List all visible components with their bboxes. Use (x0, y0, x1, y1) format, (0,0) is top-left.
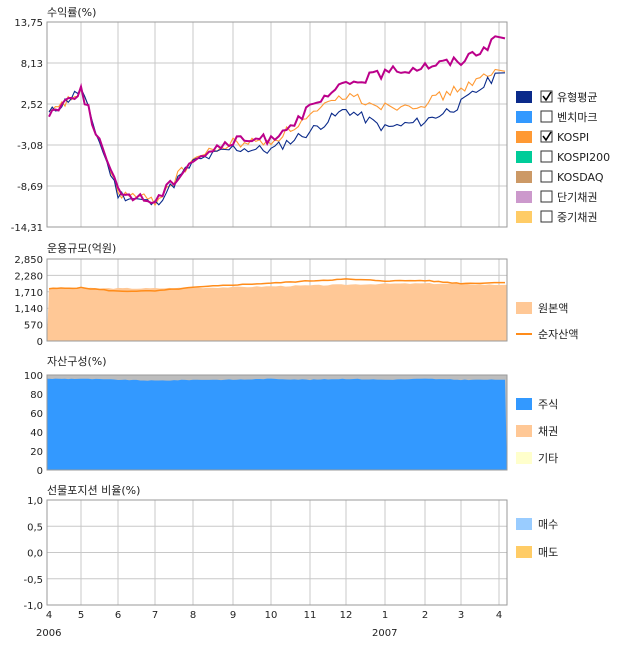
fut-ytick-label: 0,5 (27, 522, 43, 533)
legend-checkbox[interactable] (540, 130, 553, 143)
legend-swatch (516, 518, 532, 530)
legend-swatch (516, 211, 532, 223)
legend-checkbox[interactable] (540, 170, 553, 183)
legend-label: 벤치마크 (557, 111, 597, 124)
legend-swatch (516, 111, 532, 123)
net-asset-line (48, 278, 505, 293)
legend-label: 주식 (538, 398, 558, 411)
legend-checkbox[interactable] (540, 90, 553, 103)
returns-panel: 수익률(%) 13,75 8,13 2,52 -3,08 -8,69 -14,31 유형평… (11, 6, 610, 234)
legend-label: KOSPI200 (557, 151, 610, 164)
fund-size-frame (46, 258, 508, 342)
legend-label: 매도 (538, 546, 558, 559)
legend-label: 매수 (538, 518, 558, 531)
size-ytick-label: 1,140 (14, 304, 43, 315)
returns-series-line (48, 72, 506, 206)
legend-swatch (516, 425, 532, 437)
legend-label: 기타 (538, 452, 558, 465)
size-ytick-label: 0 (37, 337, 43, 348)
x-month-label: 5 (78, 610, 84, 621)
legend-label: 중기채권 (557, 211, 597, 224)
legend-swatch (516, 171, 532, 183)
comp-ytick-label: 100 (24, 371, 43, 382)
stock-area (47, 378, 507, 470)
comp-ytick-label: 0 (37, 466, 43, 477)
comp-ytick-label: 60 (30, 409, 43, 420)
x-year-label: 2007 (372, 628, 397, 639)
fund-size-panel: 운용규모(억원) 2,850 2,280 1,710 1,140 570 0 원본액순자산… (14, 242, 578, 348)
x-month-label: 4 (496, 610, 502, 621)
legend-swatch (516, 131, 532, 143)
legend-label: 원본액 (538, 302, 568, 315)
legend-label: KOSPI (557, 131, 589, 144)
returns-ytick-label: -3,08 (17, 141, 43, 152)
x-month-label: 11 (304, 610, 317, 621)
futures-frame (46, 499, 508, 606)
returns-series-line (48, 35, 506, 205)
size-ytick-label: 2,280 (14, 271, 43, 282)
returns-ytick-label: 2,52 (21, 100, 43, 111)
x-month-label: 4 (46, 610, 52, 621)
returns-ytick-label: -14,31 (11, 223, 43, 234)
returns-ytick-label: 8,13 (21, 59, 43, 70)
x-month-label: 12 (340, 610, 353, 621)
fut-ytick-label: -1,0 (23, 601, 43, 612)
x-year-label: 2006 (36, 628, 61, 639)
returns-ytick-label: 13,75 (14, 18, 43, 29)
x-month-label: 9 (230, 610, 236, 621)
x-month-label: 10 (265, 610, 278, 621)
x-month-label: 8 (190, 610, 196, 621)
fut-ytick-label: 1,0 (27, 496, 43, 507)
fut-ytick-label: -0,5 (23, 575, 43, 586)
legend-swatch (516, 302, 532, 314)
returns-title: 수익률(%) (47, 6, 96, 19)
returns-plot-bg (47, 22, 507, 227)
legend-label: 채권 (538, 425, 558, 438)
composition-frame (46, 374, 508, 471)
x-month-label: 2 (422, 610, 428, 621)
legend-swatch (516, 398, 532, 410)
principal-area (47, 283, 507, 341)
legend-label: 유형평균 (557, 91, 597, 104)
legend-checkbox[interactable] (540, 110, 553, 123)
legend-checkbox[interactable] (540, 190, 553, 203)
legend-checkbox[interactable] (540, 210, 553, 223)
returns-frame (46, 21, 508, 228)
legend-swatch (516, 191, 532, 203)
comp-ytick-label: 20 (30, 447, 43, 458)
fund-size-title: 운용규모(억원) (47, 242, 116, 255)
x-month-label: 1 (382, 610, 388, 621)
legend-swatch (516, 546, 532, 558)
checkmark-icon (542, 91, 552, 102)
size-ytick-label: 1,710 (14, 288, 43, 299)
legend-label: 단기채권 (557, 191, 597, 204)
legend-checkbox[interactable] (540, 150, 553, 163)
legend-label: 순자산액 (538, 328, 578, 341)
x-month-label: 6 (115, 610, 121, 621)
comp-ytick-label: 40 (30, 428, 43, 439)
x-month-label: 7 (152, 610, 158, 621)
size-ytick-label: 570 (24, 321, 43, 332)
composition-title: 자산구성(%) (47, 355, 107, 368)
returns-ytick-label: -8,69 (17, 182, 43, 193)
legend-swatch (516, 91, 532, 103)
legend-swatch (516, 151, 532, 163)
size-ytick-label: 2,850 (14, 255, 43, 266)
legend-label: KOSDAQ (557, 171, 604, 184)
checkmark-icon (542, 131, 552, 142)
returns-series-line (48, 68, 506, 207)
x-month-label: 3 (458, 610, 464, 621)
fut-ytick-label: 0,0 (27, 549, 43, 560)
legend-swatch (516, 452, 532, 464)
comp-ytick-label: 80 (30, 390, 43, 401)
futures-title: 선물포지션 비율(%) (47, 484, 140, 497)
